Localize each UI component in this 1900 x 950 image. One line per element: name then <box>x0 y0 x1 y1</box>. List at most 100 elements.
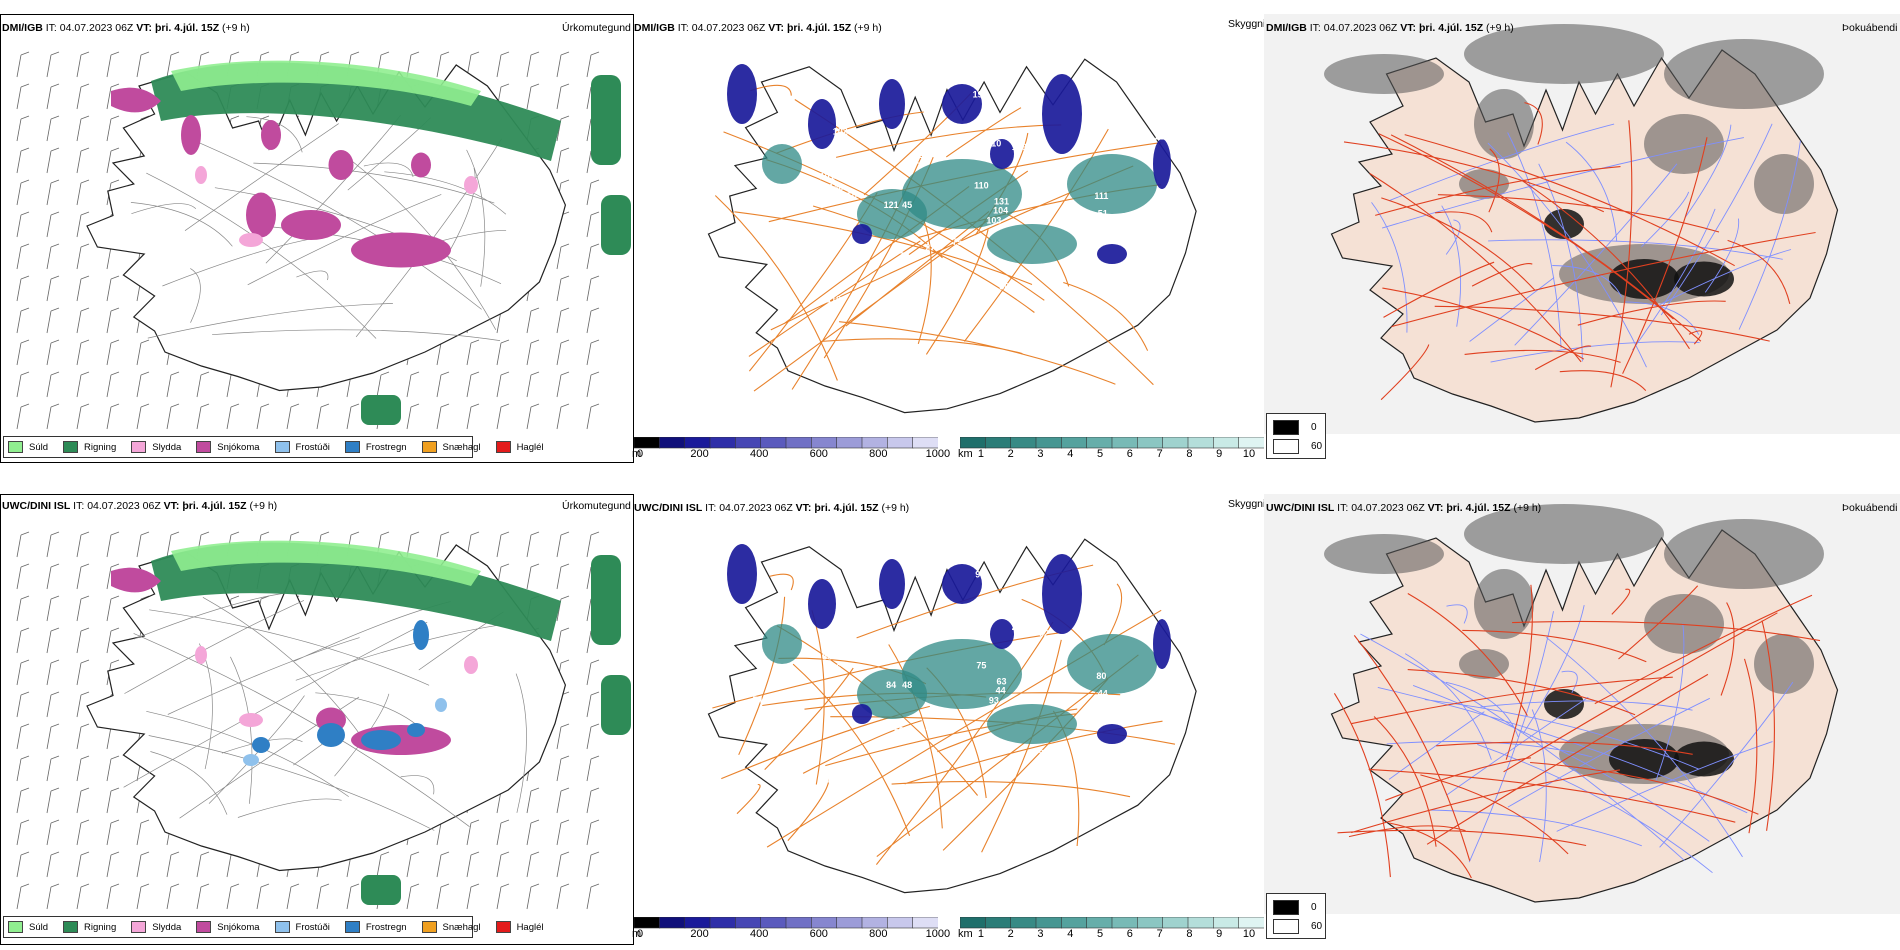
colorbar-tick: 1000 <box>925 448 951 460</box>
cloud-base-labels: 75 84 83 93 88 62 59 65 44 54 63 69 73 41 48 52 44 56 270 9… <box>710 570 1195 785</box>
colorbar-tick: 2 <box>1007 928 1014 940</box>
colorbar-tick: 8 <box>1186 448 1193 460</box>
legend-swatch <box>495 921 511 933</box>
it-label: IT: <box>73 500 85 512</box>
it-value: 04.07.2023 06Z <box>59 22 134 34</box>
fog-panel-top <box>1264 14 1900 434</box>
colorbar-tick: 200 <box>690 448 709 460</box>
cloud-base-label: 193 <box>973 90 988 100</box>
lead-time: (+9 h) <box>1486 22 1514 34</box>
cloud-base-label: 83 <box>938 624 948 634</box>
cloud-base-label: 142 <box>779 709 794 719</box>
cloud-base-label: 90 <box>752 215 762 225</box>
colorbar-tick: 10 <box>1242 448 1256 460</box>
legend-swatch <box>196 441 212 453</box>
legend-swatch <box>421 921 437 933</box>
cloud-base-label: 63 <box>1020 572 1030 582</box>
cloud-base-label: 101 <box>820 171 835 181</box>
ceiling-colorbar-bottom: 0 200 400 600 800 1000 m <box>632 916 950 944</box>
fog-panel-bottom <box>1264 494 1900 914</box>
header-precip-bottom: UWC/DINI ISL IT: 04.07.2023 06Z VT: þri.… <box>2 500 277 512</box>
fog-map-bottom <box>1264 494 1900 914</box>
cloud-base-label: 122 <box>936 144 951 154</box>
colorbar-ramp <box>959 916 1265 929</box>
cloud-title-top: Skyggni <box>1228 18 1266 30</box>
cloud-base-label: 73 <box>721 604 731 614</box>
legend-swatch <box>274 441 290 453</box>
colorbar-tick: 1 <box>977 448 984 460</box>
colorbar-tick: 800 <box>869 448 888 460</box>
cloud-base-label: 63 <box>996 676 1006 686</box>
legend-label: Frostúði <box>295 921 330 933</box>
it-value: 04.07.2023 06Z <box>719 502 793 514</box>
cloud-base-label: 109 <box>1036 268 1051 278</box>
fog-legend-row-max: 60 <box>1273 919 1322 934</box>
precip-fields <box>111 540 631 905</box>
ceiling-colorbar-top: 0 200 400 600 800 1000 m <box>632 436 950 464</box>
cloud-base-label: 41 <box>1185 634 1195 644</box>
precip-legend-item: Haglél <box>495 441 544 453</box>
colorbar-tick: 3 <box>1037 928 1044 940</box>
colorbar-tick: 7 <box>1156 928 1163 940</box>
vt-value: þri. 4.júl. 15Z <box>1446 502 1511 514</box>
visibility-colorbar-top: 1 2 3 4 5 6 7 8 9 10 km <box>958 436 1265 464</box>
legend-label: Frostúði <box>295 441 330 453</box>
cloud-base-label: 45 <box>902 200 912 210</box>
fog-legend-row-min: 0 <box>1273 900 1317 915</box>
vt-label: VT: <box>1427 502 1444 514</box>
colorbar-unit: m <box>632 928 642 940</box>
cloud-base-label: 119 <box>827 295 842 305</box>
cloud-fields <box>727 544 1171 744</box>
cloud-base-label: 140 <box>828 182 843 192</box>
vt-value: þri. 4.júl. 15Z <box>786 22 852 34</box>
precip-map-bottom <box>16 531 631 910</box>
cloud-base-label: 55 <box>1185 154 1195 164</box>
precip-legend-item: Súld <box>8 921 48 933</box>
roads <box>1343 102 1816 401</box>
fog-legend-max: 60 <box>1311 441 1323 452</box>
lead-time: (+9 h) <box>222 22 250 34</box>
cloud-map-bottom: 75 84 83 93 88 62 59 65 44 54 63 69 73 41 48 52 44 56 270 9… <box>707 538 1197 894</box>
cloud-base-label: 150 <box>842 191 857 201</box>
precip-panel-bottom <box>0 494 634 945</box>
cloud-base-label: 51 <box>894 245 904 255</box>
precip-legend-item: Rigning <box>63 921 116 933</box>
precip-legend-bottom: Súld Rigning Slydda Snjókoma Frostúði Frostre… <box>3 916 544 938</box>
vt-label: VT: <box>163 500 180 512</box>
it-label: IT: <box>1337 502 1349 514</box>
colorbar-tick: 7 <box>1156 448 1163 460</box>
cloud-base-label: 110 <box>987 139 1002 149</box>
cloud-base-label: 80 <box>1096 671 1106 681</box>
cloud-base-label: 81 <box>1157 612 1167 622</box>
legend-label: Súld <box>29 441 49 453</box>
precip-legend-item: Slydda <box>131 441 181 453</box>
model-name: DMI/IGB <box>2 22 43 34</box>
colorbar-tick: 3 <box>1037 448 1044 460</box>
precip-legend-item: Slydda <box>131 921 181 933</box>
colorbar-unit: km <box>958 448 973 460</box>
cloud-base-label: 131 <box>994 196 1009 206</box>
precip-legend-item: Snæhagl <box>421 921 481 933</box>
colorbar-ramp <box>959 436 1265 449</box>
coastline <box>707 58 1197 414</box>
cloud-base-label: 186 <box>707 147 722 157</box>
cloud-base-label: 51 <box>710 627 720 637</box>
cloud-base-label: 50 <box>1039 149 1049 159</box>
legend-label: Slydda <box>152 441 182 453</box>
legend-label: Rigning <box>84 921 117 933</box>
precip-legend-item: Súld <box>8 441 48 453</box>
precip-legend-item: Snæhagl <box>421 441 481 453</box>
cloud-base-label: 69 <box>999 761 1009 771</box>
colorbar-tick: 6 <box>1126 928 1133 940</box>
cloud-base-label: 59 <box>894 725 904 735</box>
legend-swatch <box>495 441 511 453</box>
colorbar-ramp <box>633 916 939 929</box>
cloud-base-label: 88 <box>822 651 832 661</box>
colorbar-tick: 5 <box>1097 928 1104 940</box>
cloud-base-label: 99 <box>835 607 845 617</box>
cloud-base-label: 103 <box>986 215 1001 225</box>
cloud-base-label: 75 <box>976 660 986 670</box>
precip-legend-item: Haglél <box>495 921 544 933</box>
cloud-base-label: 44 <box>1098 689 1108 699</box>
model-name: UWC/DINI ISL <box>2 500 71 512</box>
